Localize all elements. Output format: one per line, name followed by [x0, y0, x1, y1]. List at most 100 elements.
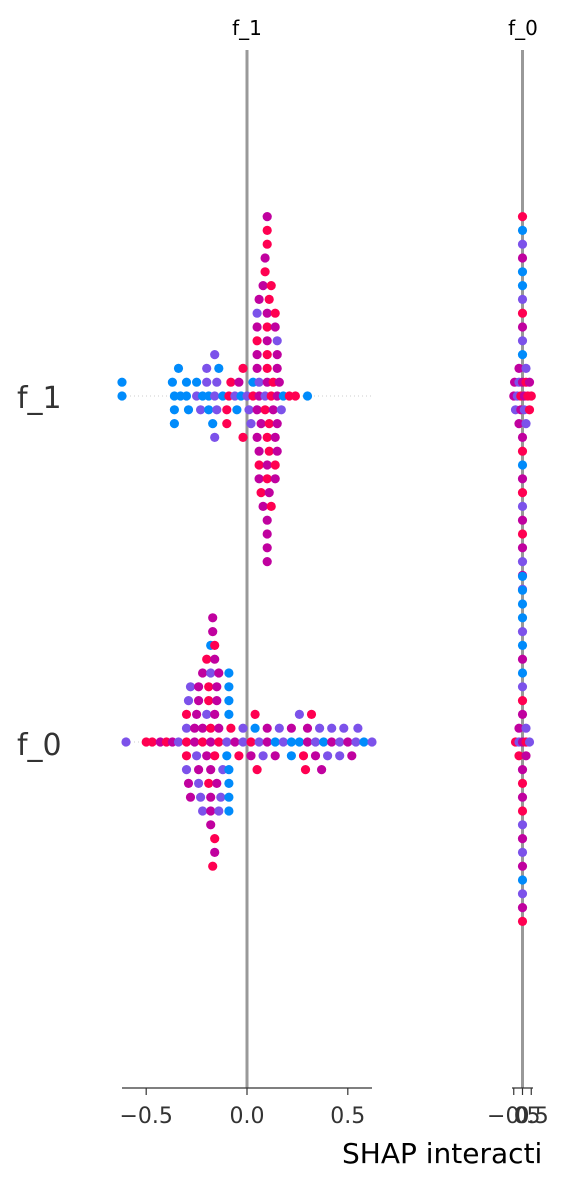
scatter-point: [147, 737, 157, 747]
scatter-point: [232, 405, 242, 415]
scatter-point: [202, 751, 212, 761]
scatter-point: [181, 709, 192, 720]
scatter-point: [212, 682, 222, 692]
scatter-point: [226, 377, 236, 387]
scatter-point: [264, 446, 274, 456]
scatter-point: [517, 806, 528, 816]
scatter-point: [517, 281, 528, 291]
scatter-point: [210, 640, 220, 651]
scatter-point: [234, 751, 244, 761]
scatter-point: [276, 405, 286, 415]
scatter-point: [234, 377, 244, 387]
scatter-point: [517, 640, 528, 651]
scatter-point: [302, 391, 313, 401]
scatter-point: [262, 543, 272, 553]
scatter-point: [335, 751, 345, 761]
scatter-point: [260, 253, 270, 263]
scatter-point: [517, 253, 528, 263]
scatter-point: [117, 377, 127, 387]
scatter-point: [262, 474, 272, 484]
scatter-points: [117, 212, 536, 927]
scatter-point: [315, 723, 325, 733]
scatter-point: [210, 834, 220, 844]
scatter-point: [517, 654, 528, 664]
scatter-point: [202, 363, 212, 373]
scatter-point: [204, 696, 214, 706]
scatter-point: [517, 474, 528, 484]
scatter-point: [286, 737, 296, 747]
scatter-point: [214, 723, 224, 733]
scatter-point: [169, 419, 179, 429]
scatter-point: [262, 363, 272, 373]
scatter-point: [222, 737, 232, 747]
scatter-point: [517, 916, 528, 927]
scatter-point: [517, 488, 528, 498]
scatter-point: [514, 723, 524, 733]
scatter-point: [216, 792, 226, 802]
scatter-point: [262, 336, 272, 346]
scatter-point: [317, 765, 327, 775]
scatter-point: [224, 792, 234, 802]
scatter-point: [270, 751, 280, 761]
scatter-point: [206, 765, 216, 775]
scatter-point: [264, 488, 274, 498]
scatter-point: [214, 668, 224, 678]
scatter-point: [272, 363, 282, 373]
scatter-point: [262, 723, 272, 733]
scatter-point: [250, 709, 260, 720]
scatter-point: [347, 751, 357, 761]
scatter-point: [339, 723, 349, 733]
scatter-point: [521, 723, 531, 733]
scatter-point: [521, 363, 531, 373]
x-tick-label: 0: [516, 1104, 530, 1129]
scatter-point: [246, 737, 256, 747]
scatter-point: [206, 668, 216, 678]
scatter-point: [212, 778, 222, 789]
scatter-point: [517, 875, 528, 885]
scatter-point: [517, 322, 528, 332]
x-tick-label: −0.5: [487, 1104, 540, 1129]
scatter-point: [194, 765, 204, 775]
scatter-point: [272, 419, 282, 429]
scatter-point: [190, 737, 200, 747]
scatter-point: [192, 377, 202, 387]
scatter-point: [294, 737, 304, 747]
scatter-point: [514, 419, 524, 429]
scatter-point: [183, 696, 194, 706]
scatter-point: [306, 709, 317, 720]
scatter-point: [181, 751, 192, 761]
scatter-point: [262, 529, 272, 539]
scatter-point: [238, 363, 248, 373]
scatter-point: [262, 432, 272, 442]
scatter-point: [254, 737, 264, 747]
scatter-point: [244, 405, 254, 415]
scatter-point: [194, 778, 204, 789]
scatter-point: [250, 723, 260, 733]
scatter-point: [270, 737, 280, 747]
scatter-point: [252, 336, 262, 346]
scatter-point: [181, 377, 192, 387]
scatter-point: [319, 737, 329, 747]
scatter-point: [514, 363, 524, 373]
scatter-point: [298, 751, 309, 761]
scatter-point: [272, 336, 282, 346]
scatter-point: [262, 515, 272, 525]
scatter-point: [181, 737, 192, 747]
scatter-point: [359, 737, 369, 747]
y-label-f1: f_1: [17, 381, 62, 416]
scatter-point: [351, 737, 361, 747]
scatter-point: [204, 682, 214, 692]
scatter-point: [121, 737, 131, 747]
x-tick-label: −0.5: [119, 1104, 172, 1129]
scatter-point: [367, 737, 377, 747]
scatter-point: [208, 627, 218, 637]
scatter-point: [517, 709, 528, 720]
scatter-point: [302, 737, 313, 747]
scatter-point: [258, 501, 268, 511]
y-label-f0: f_0: [17, 728, 62, 763]
scatter-point: [274, 377, 284, 387]
scatter-point: [206, 723, 216, 733]
scatter-point: [173, 363, 184, 373]
scatter-point: [169, 405, 179, 415]
